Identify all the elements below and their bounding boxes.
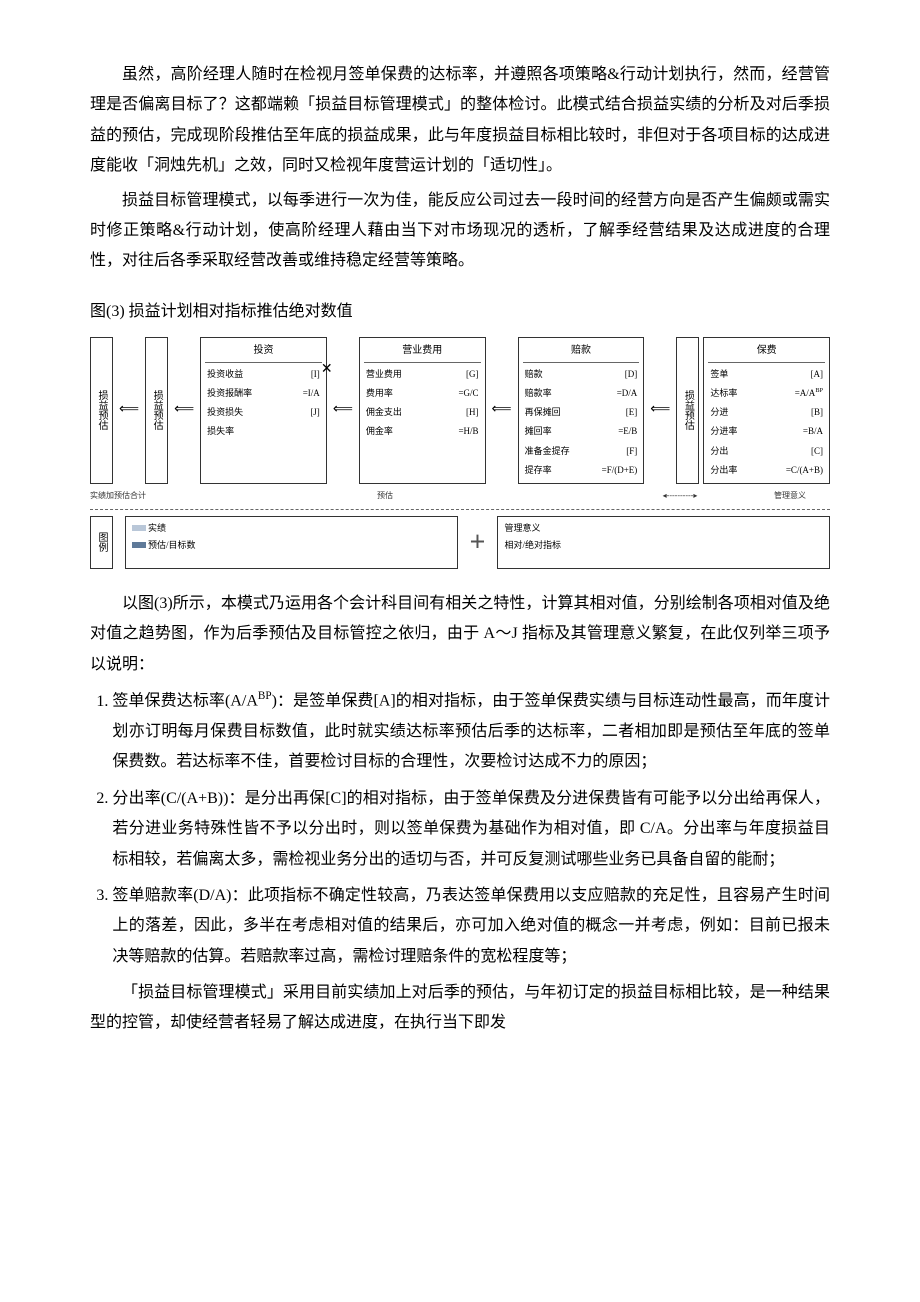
arrow-icon: ⟸ [648,337,672,484]
vertical-label-right: 损益预估 [676,337,699,484]
box-title: 营业费用 [364,341,481,363]
x-icon: ✕ [321,357,333,384]
sub-label-row: 实绩加预估合计 预估 ◂----------▸ 管理意义 [90,488,830,503]
arrow-icon: ⟸ [117,337,141,484]
paragraph-2: 损益目标管理模式，以每季进行一次为佳，能反应公司过去一段时间的经营方向是否产生偏… [90,186,830,277]
paragraph-3: 以图(3)所示，本模式乃运用各个会计科目间有相关之特性，计算其相对值，分别绘制各… [90,589,830,680]
box-table: 营业费用[G] 费用率=G/C 佣金支出[H] 佣金率=H/B [364,365,481,441]
list-item-3: 签单赔款率(D/A)：此项指标不确定性较高，乃表达签单保费用以支应赔款的充足性，… [112,881,830,972]
legend-box-right: 管理意义 相对/绝对指标 [497,516,830,569]
legend-swatch [132,542,146,548]
legend-row: 图例 实绩 预估/目标数 + 管理意义 相对/绝对指标 [90,516,830,569]
legend-swatch [132,525,146,531]
box-table: 投资收益[I] 投资报酬率=I/A 投资损失[J] 损失率 [205,365,322,441]
divider [90,509,830,510]
legend-label: 图例 [90,516,113,569]
box-premium: 保费 签单[A] 达标率=A/ABP 分进[B] 分进率=B/A 分出[C] 分… [703,337,830,484]
list-item-1: 签单保费达标率(A/ABP)：是签单保费[A]的相对指标，由于签单保费实绩与目标… [112,686,830,778]
box-title: 保费 [708,341,825,363]
box-title: 投资 [205,341,322,363]
paragraph-1: 虽然，高阶经理人随时在检视月签单保费的达标率，并遵照各项策略&行动计划执行，然而… [90,60,830,182]
numbered-list: 签单保费达标率(A/ABP)：是签单保费[A]的相对指标，由于签单保费实绩与目标… [90,686,830,972]
figure-caption: 图(3) 损益计划相对指标推估绝对数值 [90,297,830,327]
figure-3-diagram: 损益预估 ⟸ 损益预估 ⟸ 投资 投资收益[I] 投资报酬率=I/A 投资损失[… [90,337,830,569]
box-title: 赔款 [523,341,640,363]
list-item-2: 分出率(C/(A+B))：是分出再保[C]的相对指标，由于签单保费及分进保费皆有… [112,784,830,875]
vertical-label-2: 损益预估 [145,337,168,484]
arrow-icon: ⟸ [172,337,196,484]
paragraph-4: 「损益目标管理模式」采用目前实绩加上对后季的预估，与年初订定的损益目标相比较，是… [90,978,830,1039]
legend-box-left: 实绩 预估/目标数 [125,516,458,569]
plus-icon: + [470,516,486,569]
box-expense: 营业费用 营业费用[G] 费用率=G/C 佣金支出[H] 佣金率=H/B [359,337,486,484]
arrow-icon: ⟸ [490,337,514,484]
box-table: 签单[A] 达标率=A/ABP 分进[B] 分进率=B/A 分出[C] 分出率=… [708,365,825,480]
vertical-label-left: 损益预估 [90,337,113,484]
box-claim: 赔款 赔款[D] 赔款率=D/A 再保摊回[E] 摊回率=E/B 准备金提存[F… [518,337,645,484]
arrow-icon: ⟸ ✕ [331,337,355,484]
box-invest: 投资 投资收益[I] 投资报酬率=I/A 投资损失[J] 损失率 [200,337,327,484]
box-table: 赔款[D] 赔款率=D/A 再保摊回[E] 摊回率=E/B 准备金提存[F] 提… [523,365,640,480]
